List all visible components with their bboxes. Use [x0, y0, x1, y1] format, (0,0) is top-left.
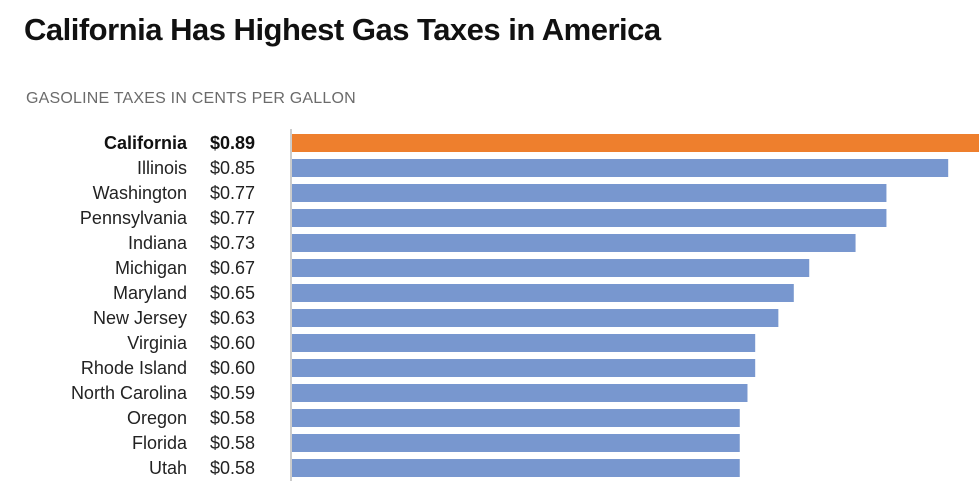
value-label: $0.59: [210, 383, 255, 403]
category-label: Pennsylvania: [80, 208, 188, 228]
value-label: $0.58: [210, 408, 255, 428]
labels-group: California $0.89 Illinois $0.85 Washington $0…: [71, 133, 255, 478]
bar-illinois: [292, 159, 949, 177]
bar-maryland: [292, 284, 794, 302]
value-label: $0.77: [210, 183, 255, 203]
category-label: Virginia: [127, 333, 188, 353]
value-label: $0.73: [210, 233, 255, 253]
category-label: Michigan: [115, 258, 187, 278]
category-label: North Carolina: [71, 383, 188, 403]
value-label: $0.77: [210, 208, 255, 228]
chart-subtitle: GASOLINE TAXES IN CENTS PER GALLON: [26, 90, 356, 107]
chart-title: California Has Highest Gas Taxes in Amer…: [24, 12, 661, 47]
bar-virginia: [292, 334, 756, 352]
category-label: Oregon: [127, 408, 187, 428]
bar-washington: [292, 184, 887, 202]
category-label: Washington: [93, 183, 187, 203]
value-label: $0.85: [210, 158, 255, 178]
bar-michigan: [292, 259, 810, 277]
category-label: Utah: [149, 458, 187, 478]
bar-california: [292, 134, 979, 152]
bar-new-jersey: [292, 309, 779, 327]
bar-rhode-island: [292, 359, 756, 377]
bar-florida: [292, 434, 740, 452]
bar-indiana: [292, 234, 856, 252]
bar-utah: [292, 459, 740, 477]
bars-group: [292, 134, 979, 477]
category-label: Indiana: [128, 233, 188, 253]
category-label: California: [104, 133, 188, 153]
bar-oregon: [292, 409, 740, 427]
bar-north-carolina: [292, 384, 748, 402]
category-label: Rhode Island: [81, 358, 187, 378]
category-label: Maryland: [113, 283, 187, 303]
category-label: Illinois: [137, 158, 187, 178]
value-label: $0.58: [210, 458, 255, 478]
value-label: $0.60: [210, 333, 255, 353]
value-label: $0.60: [210, 358, 255, 378]
category-label: New Jersey: [93, 308, 187, 328]
bar-pennsylvania: [292, 209, 887, 227]
value-label: $0.63: [210, 308, 255, 328]
value-label: $0.67: [210, 258, 255, 278]
value-label: $0.58: [210, 433, 255, 453]
value-label: $0.89: [210, 133, 255, 153]
value-label: $0.65: [210, 283, 255, 303]
category-label: Florida: [132, 433, 188, 453]
